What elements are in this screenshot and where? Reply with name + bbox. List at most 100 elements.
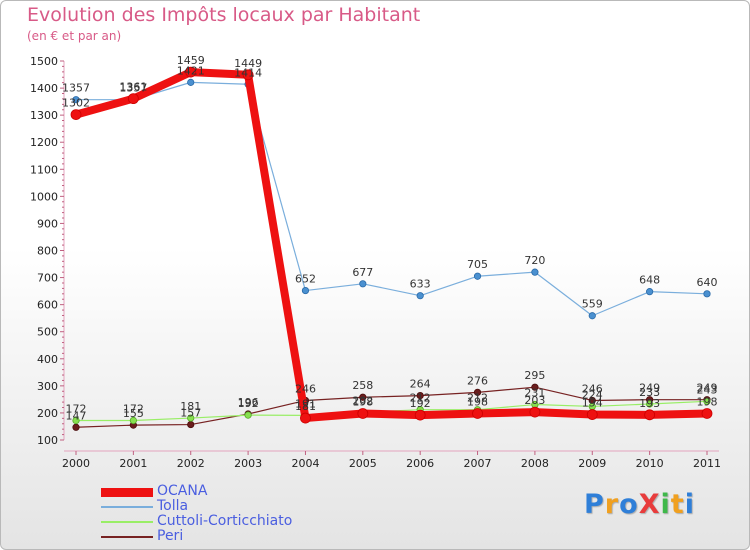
logo-letter: t [670,489,685,520]
data-label-cuttoli-corticchiato: 243 [697,383,718,396]
data-label-cuttoli-corticchiato: 233 [639,386,660,399]
data-point-ocana [357,408,369,419]
data-label-ocana: 198 [697,395,718,408]
data-labels: 1302 1361 1459 1449 181 198 192 198 203 194 193 198… [62,54,718,422]
data-label-peri: 276 [467,374,488,387]
data-point-tolla [301,286,310,295]
data-point-ocana [127,93,139,105]
data-label-ocana: 181 [295,400,316,413]
y-tick-label: 500 [37,326,58,339]
x-tick-label: 2010 [636,457,664,470]
data-label-ocana: 198 [467,395,488,408]
x-tick-label: 2009 [578,457,606,470]
logo-letter: r [604,489,620,520]
data-point-peri [359,393,367,401]
data-label-ocana: 1361 [119,81,147,94]
data-label-peri: 157 [180,407,201,420]
data-label-tolla: 1357 [119,82,147,95]
y-tick-label: 800 [37,245,58,258]
data-point-peri [531,383,539,391]
data-label-tolla: 677 [352,266,373,279]
data-label-cuttoli-corticchiato: 172 [123,403,144,416]
data-label-peri: 249 [639,382,660,395]
data-label-peri: 249 [697,382,718,395]
data-label-cuttoli-corticchiato: 202 [352,394,373,407]
data-label-tolla: 640 [697,276,718,289]
y-tick-label: 1300 [30,109,58,122]
data-point-tolla [359,280,367,288]
data-point-ocana [70,109,82,121]
data-point-ocana [300,412,311,424]
data-label-cuttoli-corticchiato: 212 [410,392,431,405]
data-point-cuttoli-corticchiato [129,416,137,425]
data-point-ocana [701,408,713,419]
y-tick-label: 200 [37,407,58,420]
logo-letter: i [684,489,695,520]
series-line-ocana [72,68,711,423]
data-label-peri: 295 [524,369,545,382]
data-label-tolla: 1414 [234,66,262,79]
data-point-ocana [586,409,598,420]
data-label-cuttoli-corticchiato: 191 [295,397,316,410]
data-label-cuttoli-corticchiato: 192 [238,397,259,410]
x-tick-label: 2008 [521,457,549,470]
data-label-tolla: 720 [524,254,545,267]
data-point-tolla [473,272,482,280]
chart-subtitle: (en € et par an) [27,29,122,43]
data-label-cuttoli-corticchiato: 181 [180,400,201,413]
data-label-peri: 155 [123,407,144,420]
data-label-tolla: 652 [295,273,316,286]
x-tick-label: 2005 [349,457,377,470]
y-tick-label: 900 [37,217,58,230]
x-tick-label: 2002 [177,457,205,470]
data-label-ocana: 198 [352,395,373,408]
data-point-tolla [72,96,80,104]
data-point-ocana [472,408,483,419]
legend-label-tolla: Tolla [157,498,189,514]
data-label-cuttoli-corticchiato: 212 [467,392,488,405]
y-tick-label: 1500 [30,55,58,68]
series-lines [70,66,713,431]
data-label-ocana: 1302 [62,97,90,110]
y-tick-label: 1400 [30,82,58,95]
y-tick-label: 100 [37,434,58,447]
data-label-tolla: 648 [639,274,660,287]
x-tick-label: 2006 [406,457,434,470]
data-point-cuttoli-corticchiato [703,397,711,405]
data-label-tolla: 559 [582,298,603,311]
data-label-tolla: 1357 [62,82,90,95]
data-label-peri: 264 [410,378,431,391]
legend-label-ocana: OCANA [157,483,208,499]
data-label-peri: 147 [66,409,87,422]
data-label-tolla: 633 [410,278,431,291]
data-label-cuttoli-corticchiato: 224 [582,388,603,401]
x-tick-label: 2007 [464,457,492,470]
data-point-ocana [414,409,426,421]
proxiti-logo: ProXiti [584,489,695,520]
y-tick-label: 1100 [30,163,58,176]
y-tick-label: 300 [37,380,58,393]
data-point-tolla [588,312,596,320]
data-label-ocana: 1449 [234,57,262,70]
data-label-ocana: 194 [582,397,603,410]
data-point-cuttoli-corticchiato [187,414,195,422]
y-tick-label: 700 [37,272,58,285]
x-tick-label: 2004 [291,457,319,470]
series-line-peri [75,386,708,428]
logo-letter: P [584,489,605,520]
y-tick-label: 400 [37,353,58,366]
data-label-tolla: 1421 [177,64,205,77]
data-label-peri: 196 [238,396,259,409]
data-point-peri [473,388,482,396]
x-tick-label: 2011 [693,457,721,470]
data-label-peri: 246 [295,382,316,395]
data-point-peri [416,392,424,400]
data-label-ocana: 1459 [177,54,205,67]
data-point-tolla [531,268,539,276]
legend-swatch-tolla [101,506,153,508]
x-tick-label: 2001 [119,457,147,470]
x-tick-label: 2003 [234,457,262,470]
data-point-cuttoli-corticchiato [244,411,252,419]
